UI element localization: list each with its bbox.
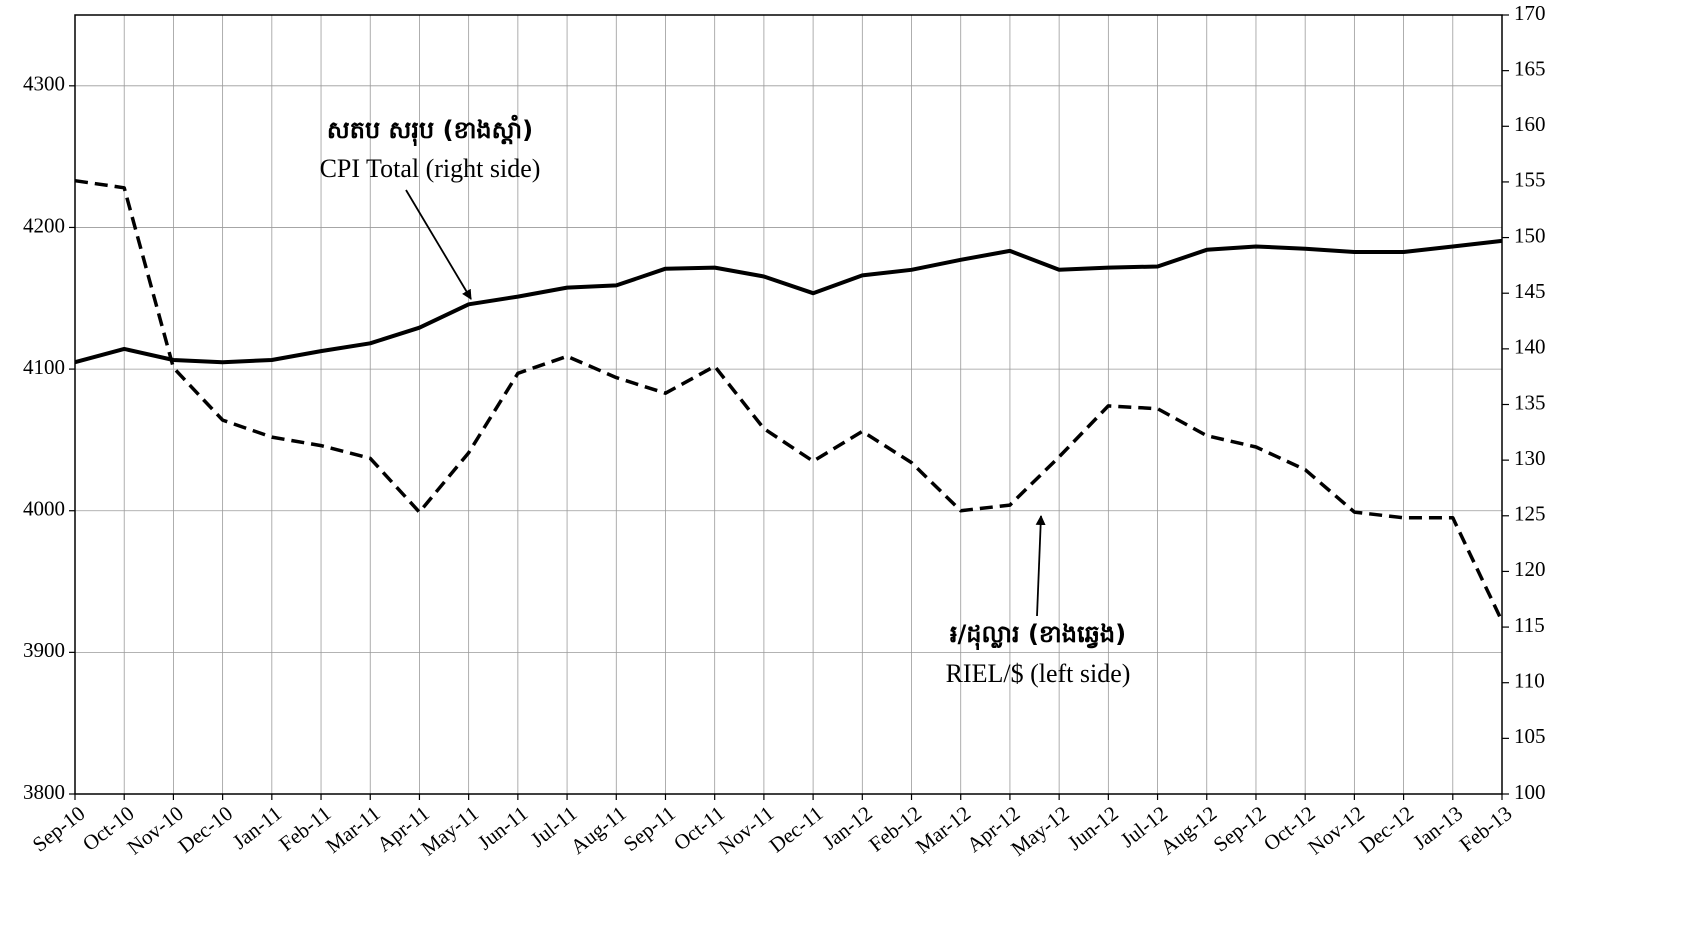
right-y-tick-label: 120 (1514, 557, 1546, 581)
x-tick-label: Feb-11 (274, 801, 335, 856)
cpi-series-line (74, 238, 1503, 365)
cpi-annotation-label: CPI Total (right side) (320, 154, 541, 183)
x-tick-label: May-11 (417, 801, 484, 860)
right-y-tick-label: 150 (1514, 223, 1546, 247)
right-y-tick-label: 125 (1514, 502, 1546, 526)
right-y-tick-label: 115 (1514, 613, 1545, 637)
left-y-tick-label: 4300 (23, 72, 65, 96)
axes-layer: Sep-10Oct-10Nov-10Dec-10Jan-11Feb-11Mar-… (23, 1, 1546, 861)
riel-annotation-khmer-label: ៛/ដុល្លារ (ខាងឆ្វេង) (950, 620, 1126, 651)
x-tick-label: Dec-10 (174, 801, 237, 858)
x-tick-label: Sep-10 (28, 801, 90, 857)
x-tick-label: Nov-12 (1303, 801, 1368, 859)
right-y-tick-label: 160 (1514, 112, 1546, 136)
right-y-tick-label: 165 (1514, 56, 1546, 80)
cpi-annotation-arrow (405, 189, 472, 300)
x-tick-label: Jun-12 (1063, 801, 1123, 855)
plot-frame (74, 14, 1503, 795)
x-tick-label: Nov-10 (123, 801, 188, 859)
x-tick-label: Jun-11 (473, 801, 532, 855)
riel-annotation: ៛/ដុល្លារ (ខាងឆ្វេង) RIEL/$ (left side) (946, 515, 1131, 688)
right-y-tick-label: 155 (1514, 168, 1546, 192)
left-y-tick-label: 3800 (23, 780, 65, 804)
left-y-tick-label: 4200 (23, 213, 65, 237)
x-tick-label: Sep-11 (619, 801, 680, 856)
x-tick-label: Sep-12 (1209, 801, 1271, 857)
x-tick-label: Mar-12 (911, 801, 975, 858)
series-layer (74, 178, 1504, 622)
x-tick-label: Dec-11 (765, 801, 828, 857)
right-y-tick-label: 130 (1514, 446, 1546, 470)
right-y-tick-label: 100 (1514, 780, 1546, 804)
x-tick-label: Jan-13 (1408, 801, 1467, 854)
cpi-annotation: សតប សរុប (ខាងស្តាំ) CPI Total (right sid… (320, 114, 541, 300)
x-tick-label: Aug-11 (566, 801, 631, 859)
riel-annotation-arrow (1035, 515, 1046, 617)
right-y-tick-label: 110 (1514, 669, 1545, 693)
cpi-annotation-khmer-label: សតប សរុប (ខាងស្តាំ) (327, 114, 533, 147)
x-tick-label: Mar-11 (321, 801, 384, 858)
x-tick-label: Jan-12 (818, 801, 877, 854)
x-tick-label: Feb-13 (1455, 801, 1517, 857)
right-y-tick-label: 135 (1514, 390, 1546, 414)
left-y-tick-label: 3900 (23, 638, 65, 662)
left-y-tick-label: 4100 (23, 355, 65, 379)
right-y-tick-label: 170 (1514, 1, 1546, 25)
x-tick-label: Jan-11 (228, 801, 286, 854)
x-tick-label: Nov-11 (714, 801, 779, 859)
riel-series-line (74, 178, 1504, 622)
x-tick-label: Aug-12 (1156, 801, 1221, 859)
right-y-tick-label: 105 (1514, 724, 1546, 748)
riel-annotation-label: RIEL/$ (left side) (946, 659, 1131, 688)
x-tick-label: Dec-12 (1355, 801, 1418, 858)
right-y-tick-label: 140 (1514, 335, 1546, 359)
gridlines (74, 15, 1503, 794)
left-y-tick-label: 4000 (23, 497, 65, 521)
right-y-tick-label: 145 (1514, 279, 1546, 303)
